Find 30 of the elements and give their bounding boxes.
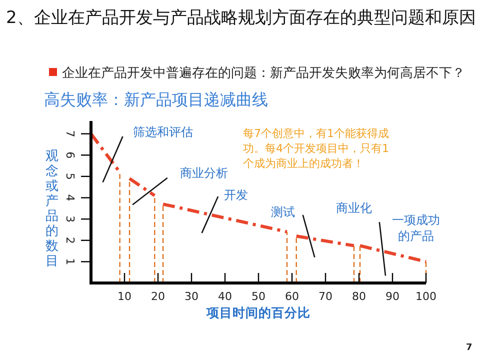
- y-tick-label: 1: [64, 258, 76, 266]
- x-tick-label: 100: [416, 290, 436, 303]
- y-tick-label: 4: [64, 194, 76, 202]
- annotation: 商业化: [336, 200, 372, 217]
- x-tick-label: 10: [118, 290, 132, 303]
- y-tick-label: 2: [64, 236, 76, 244]
- annotation: 高失败率：新产品项目递减曲线: [44, 90, 268, 111]
- xlabel: 项目时间的百分比: [205, 305, 312, 322]
- annotation: 7: [466, 343, 472, 353]
- annotation: 测试: [271, 204, 295, 221]
- subtitle: 企业在产品开发中普遍存在的问题：新产品开发失败率为何高居不下？: [62, 64, 465, 82]
- x-tick-label: 30: [184, 290, 198, 303]
- x-tick-label: 80: [352, 290, 366, 303]
- annotation: 筛选和评估: [133, 124, 193, 141]
- x-tick-label: 60: [285, 290, 299, 303]
- y-tick-label: 6: [64, 152, 76, 159]
- annotation: 一项成功的产品: [391, 212, 441, 244]
- ylabel: 观念或产品的数目: [45, 149, 59, 269]
- x-tick-label: 50: [252, 290, 266, 303]
- x-tick-label: 20: [151, 290, 165, 303]
- title: 2、企业在产品开发与产品战略规划方面存在的典型问题和原因: [6, 7, 476, 29]
- annotation: 商业分析: [180, 165, 228, 182]
- annotation: 开发: [224, 187, 248, 204]
- x-tick-label: 40: [218, 290, 232, 303]
- y-tick-label: 5: [64, 172, 76, 180]
- annotation: 每7个创意中，有1个能获得成功。每4个开发项目中，只有1个成为商业上的成功者！: [243, 126, 390, 171]
- x-tick-label: 90: [386, 290, 400, 303]
- y-tick-label: 3: [64, 216, 76, 223]
- y-tick-label: 7: [64, 130, 76, 138]
- x-tick-label: 70: [318, 290, 332, 303]
